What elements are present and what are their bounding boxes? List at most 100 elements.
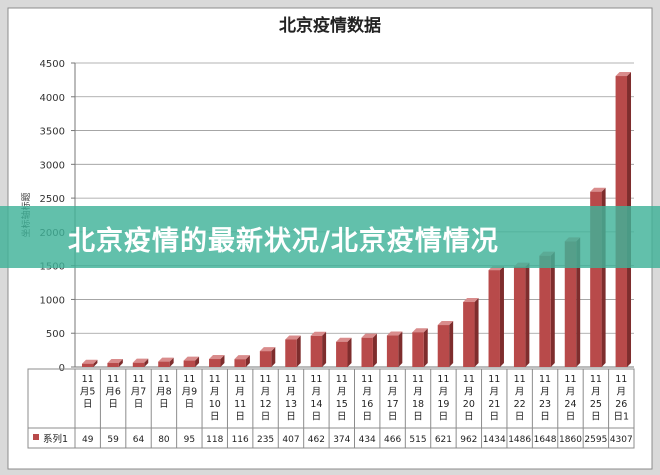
bar — [285, 339, 297, 367]
bar-top — [361, 333, 377, 338]
bar — [81, 363, 94, 367]
x-category-label: 21 — [488, 399, 500, 410]
data-table-value: 116 — [232, 435, 249, 445]
bar — [513, 266, 526, 367]
data-table-value: 235 — [257, 435, 274, 445]
data-table-value: 1434 — [483, 435, 506, 445]
x-category-label: 日 — [312, 412, 322, 423]
x-category-label: 日 — [489, 412, 499, 423]
data-table-value: 49 — [82, 435, 94, 445]
x-category-label: 日 — [210, 412, 220, 423]
x-category-label: 月 — [515, 387, 525, 398]
bar-top — [107, 359, 123, 364]
bar-side — [271, 347, 276, 367]
x-category-label: 日 — [540, 412, 550, 423]
bar — [437, 325, 450, 367]
x-category-label: 月 — [337, 387, 347, 398]
bar-top — [412, 328, 428, 333]
bar-top — [132, 358, 149, 363]
bar-side — [296, 335, 301, 367]
x-category-label: 16 — [361, 399, 373, 410]
x-category-label: 月 — [388, 387, 398, 398]
bar-top — [183, 356, 200, 361]
bar-top — [81, 359, 98, 364]
x-category-label: 日 — [337, 412, 347, 423]
x-category-label: 月 — [413, 387, 423, 398]
x-category-label: 月5 — [80, 387, 96, 398]
data-table-value: 59 — [107, 435, 119, 445]
bar-top — [259, 347, 276, 352]
x-category-label: 月 — [566, 387, 576, 398]
bar-side — [576, 237, 581, 367]
bar-top — [437, 321, 454, 326]
y-tick-label: 1000 — [40, 295, 65, 306]
x-category-label: 14 — [310, 399, 322, 410]
x-category-label: 11 — [158, 374, 170, 385]
bar-side — [525, 262, 530, 367]
y-tick-label: 4000 — [40, 93, 65, 104]
x-category-label: 20 — [463, 399, 475, 410]
x-category-label: 11 — [132, 374, 144, 385]
x-category-label: 日 — [464, 412, 474, 423]
bar — [310, 335, 323, 367]
x-category-label: 月 — [362, 387, 372, 398]
x-category-label: 日 — [388, 412, 398, 423]
x-category-label: 日 — [159, 399, 169, 410]
x-category-label: 月 — [540, 387, 550, 398]
x-category-label: 日 — [286, 412, 296, 423]
x-category-label: 日 — [83, 399, 93, 410]
bar-top — [285, 335, 301, 340]
bar-side — [144, 358, 149, 367]
bar-side — [195, 356, 200, 367]
bar — [107, 363, 119, 367]
x-category-label: 日 — [566, 412, 576, 423]
bar-top — [158, 357, 174, 362]
overlay-banner — [0, 206, 660, 268]
bar — [412, 332, 424, 367]
x-category-label: 11 — [234, 374, 246, 385]
data-table-value: 64 — [133, 435, 145, 445]
bar-top — [590, 187, 606, 192]
x-category-label: 13 — [285, 399, 297, 410]
y-tick-label: 500 — [46, 329, 65, 340]
x-category-label: 11 — [412, 374, 424, 385]
bar-side — [245, 355, 250, 367]
data-table-value: 515 — [409, 435, 426, 445]
bar-top — [234, 355, 250, 360]
bar-side — [474, 298, 479, 367]
bar — [209, 359, 221, 367]
x-category-label: 日 — [362, 412, 372, 423]
x-category-label: 11 — [488, 374, 500, 385]
bar-side — [398, 331, 403, 367]
x-category-label: 月6 — [105, 387, 121, 398]
x-category-label: 月 — [286, 387, 296, 398]
bar-side — [347, 337, 352, 367]
data-table-value: 466 — [384, 435, 401, 445]
bar — [564, 241, 577, 367]
x-category-label: 10 — [209, 399, 221, 410]
x-category-label: 11 — [336, 374, 348, 385]
x-category-label: 月 — [210, 387, 220, 398]
x-category-label: 11 — [539, 374, 551, 385]
x-category-label: 日 — [439, 412, 449, 423]
bar — [488, 270, 500, 367]
legend-label: 系列1 — [43, 433, 68, 445]
bar — [234, 359, 246, 367]
data-table-value: 80 — [158, 435, 170, 445]
x-category-label: 11 — [82, 374, 94, 385]
bar-side — [322, 331, 327, 367]
x-category-label: 11 — [615, 374, 627, 385]
x-category-label: 月 — [261, 387, 271, 398]
data-table-value: 95 — [184, 435, 195, 445]
x-category-label: 19 — [437, 399, 449, 410]
x-category-label: 月 — [617, 387, 627, 398]
x-category-label: 月 — [235, 387, 245, 398]
chart-title: 北京疫情数据 — [279, 15, 381, 36]
x-category-label: 11 — [514, 374, 526, 385]
bar — [463, 302, 475, 367]
x-category-label: 15 — [336, 399, 348, 410]
x-category-label: 11 — [285, 374, 297, 385]
bar — [386, 335, 399, 367]
legend-swatch — [33, 434, 39, 440]
data-table-value: 1486 — [508, 435, 531, 445]
